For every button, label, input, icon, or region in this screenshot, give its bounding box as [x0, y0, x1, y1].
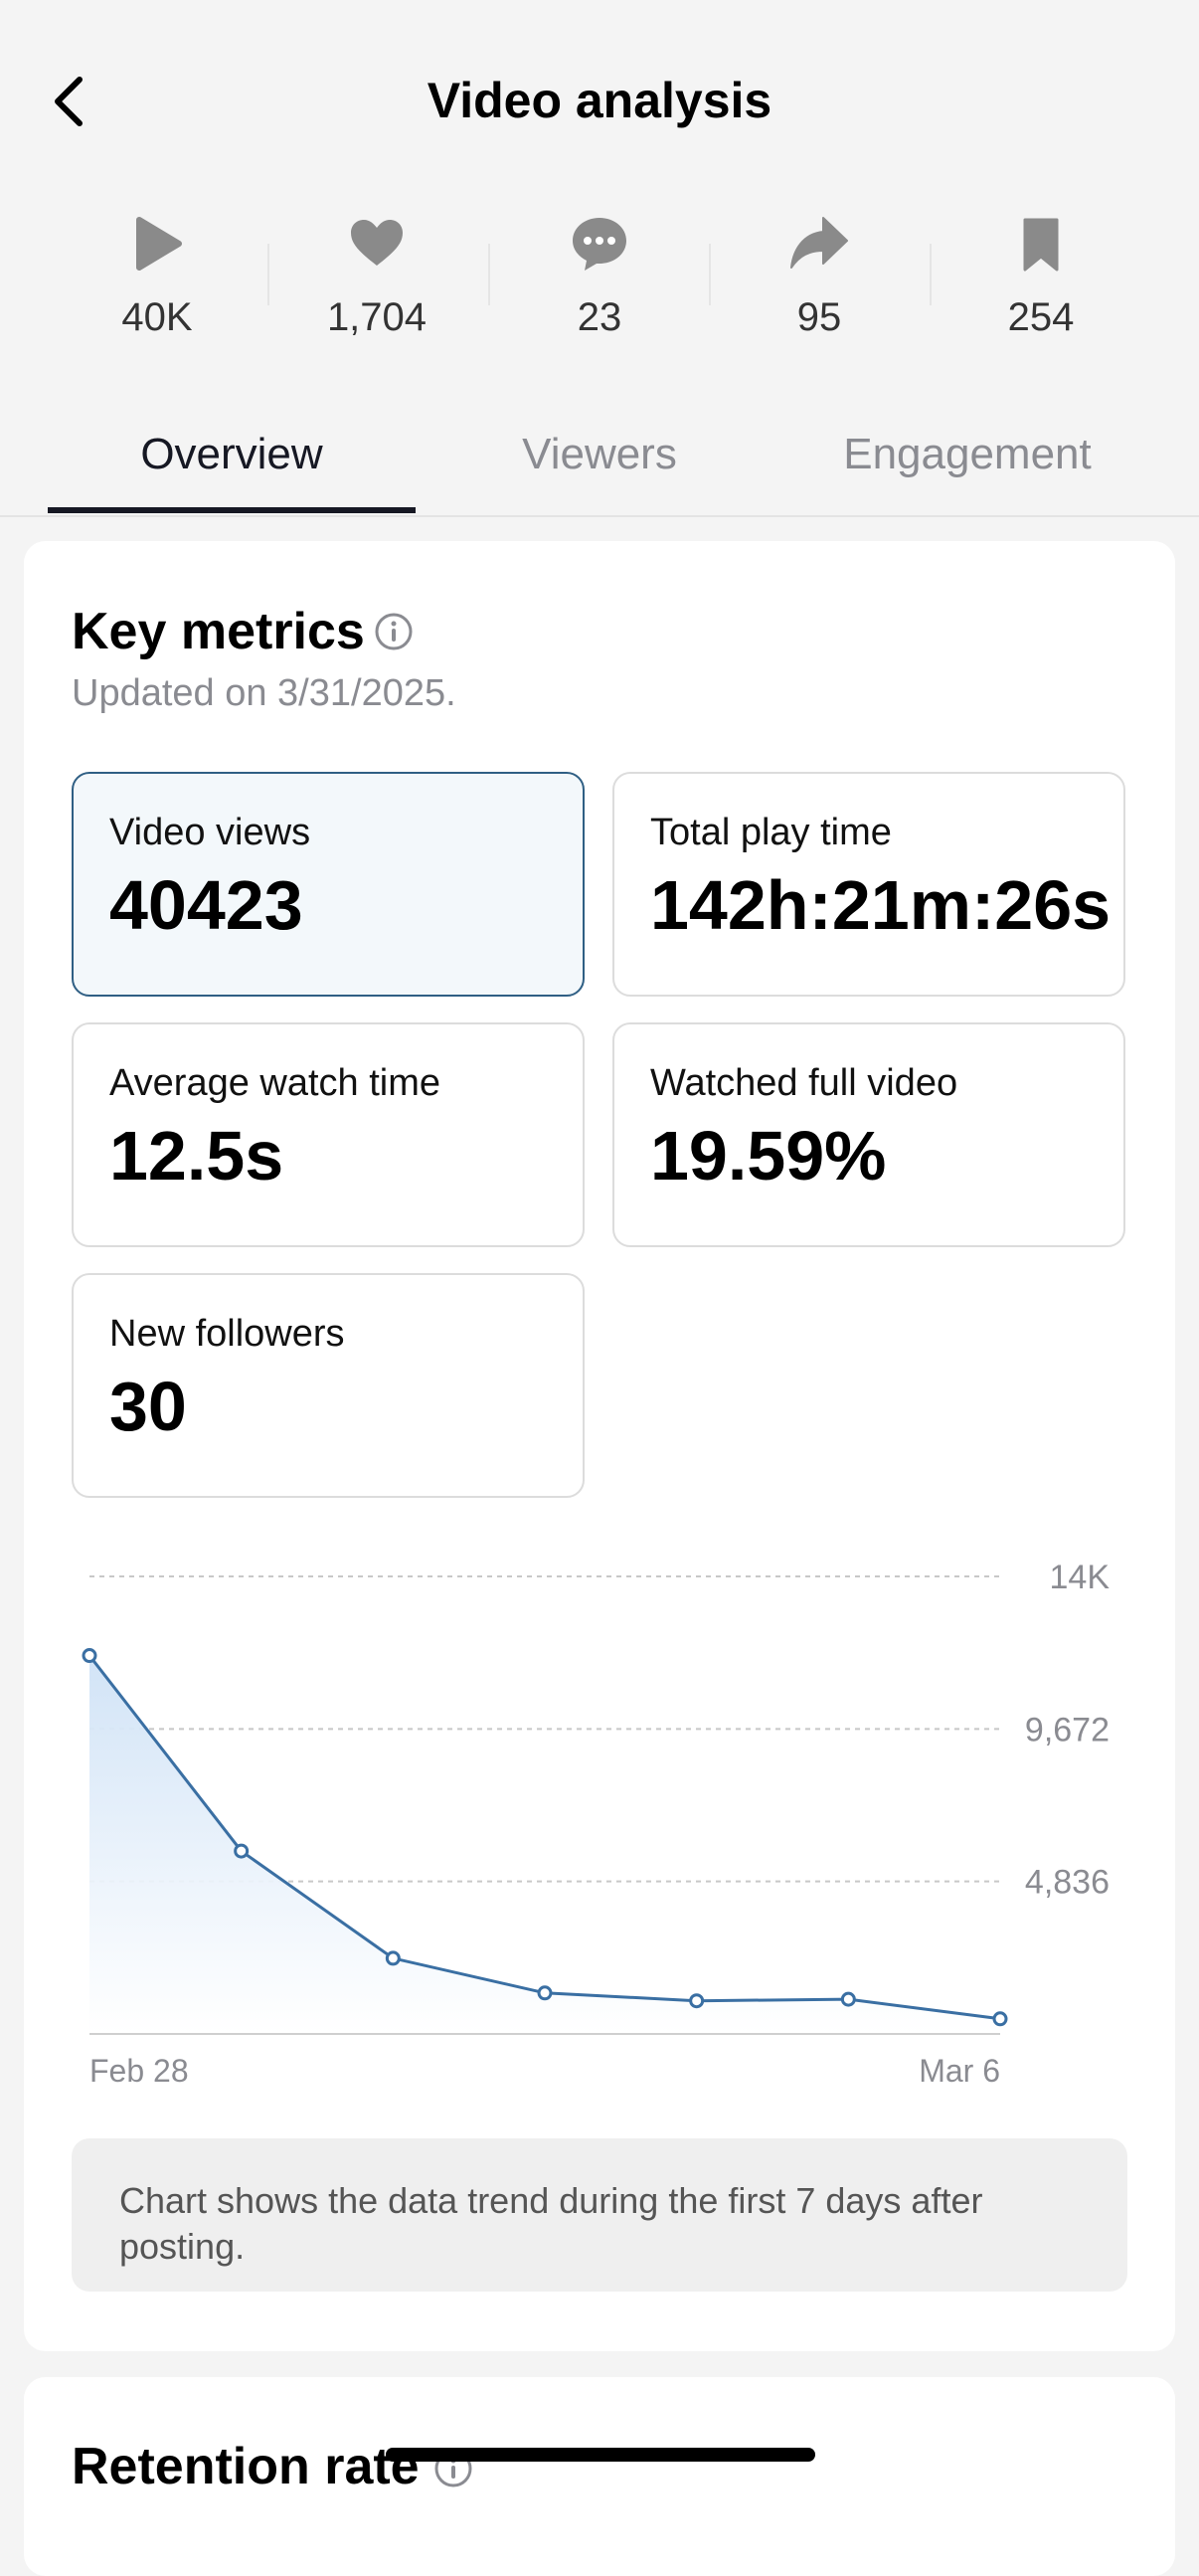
home-indicator	[386, 2448, 815, 2462]
metric-new-followers[interactable]: New followers 30	[72, 1273, 585, 1498]
tab-engagement[interactable]: Engagement	[843, 430, 1092, 478]
stat-value: 95	[796, 295, 842, 339]
stats-row: 40K 1,704 23 95 254	[0, 214, 1199, 373]
stat-value: 1,704	[326, 295, 428, 339]
heart-icon	[351, 220, 403, 266]
metric-total-play-time[interactable]: Total play time 142h:21m:26s	[612, 772, 1125, 997]
tab-bar: Overview Viewers Engagement	[0, 398, 1199, 517]
tab-overview[interactable]: Overview	[140, 430, 323, 478]
metric-average-watch-time[interactable]: Average watch time 12.5s	[72, 1022, 585, 1247]
metric-video-views[interactable]: Video views 40423	[72, 772, 585, 997]
stat-value: 23	[577, 295, 622, 339]
metric-label: Video views	[109, 812, 311, 853]
metric-label: Total play time	[650, 812, 892, 853]
back-button[interactable]	[40, 70, 99, 129]
share-icon	[790, 217, 848, 269]
stat-value: 254	[1007, 295, 1075, 339]
header: Video analysis	[0, 0, 1199, 209]
stat-divider	[267, 244, 269, 305]
metric-label: Watched full video	[650, 1062, 958, 1104]
page-title: Video analysis	[427, 73, 772, 128]
stat-views: 40K	[47, 214, 267, 340]
metric-watched-full-video[interactable]: Watched full video 19.59%	[612, 1022, 1125, 1247]
stat-likes: 1,704	[266, 214, 487, 340]
comment-icon	[573, 218, 626, 271]
stat-shares: 95	[709, 214, 930, 340]
updated-date: Updated on 3/31/2025.	[72, 672, 456, 714]
play-icon	[136, 217, 182, 271]
metric-value: 142h:21m:26s	[650, 866, 1112, 944]
tab-indicator	[48, 507, 416, 513]
bookmark-icon	[1023, 218, 1059, 272]
stat-saves: 254	[931, 214, 1151, 340]
stat-divider	[709, 244, 711, 305]
stat-divider	[488, 244, 490, 305]
metric-label: Average watch time	[109, 1062, 441, 1104]
metric-value: 40423	[109, 866, 303, 944]
metric-value: 30	[109, 1368, 187, 1445]
chart-note-text: Chart shows the data trend during the fi…	[119, 2180, 983, 2267]
tab-viewers[interactable]: Viewers	[522, 430, 677, 478]
info-icon[interactable]	[374, 612, 414, 651]
metric-value: 19.59%	[650, 1117, 887, 1195]
key-metrics-title: Key metrics	[72, 603, 365, 660]
stat-value: 40K	[121, 295, 193, 339]
chevron-left-icon	[55, 77, 83, 126]
stat-divider	[930, 244, 932, 305]
metric-label: New followers	[109, 1313, 345, 1355]
retention-title: Retention rate	[72, 2438, 420, 2495]
stat-comments: 23	[489, 214, 710, 340]
chart-note: Chart shows the data trend during the fi…	[72, 2138, 1127, 2292]
metric-value: 12.5s	[109, 1117, 284, 1195]
